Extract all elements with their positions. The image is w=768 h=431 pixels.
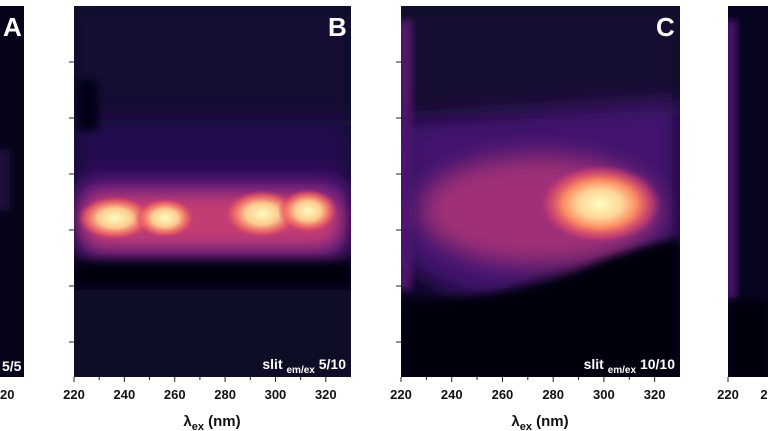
panel-a-xtick-0: 20 — [0, 387, 14, 402]
panel-c-xtick-3: 280 — [542, 387, 564, 402]
panel-b-peak-4 — [278, 189, 338, 233]
panel-b-annotation: slit em/ex 5/10 — [262, 356, 346, 376]
panel-c-xtick-5: 320 — [644, 387, 666, 402]
panel-b-xtick-4: 300 — [265, 387, 287, 402]
panel-b-haze-top — [74, 6, 351, 126]
panel-b-xlabel: λex (nm) — [183, 413, 240, 431]
panel-c-dark-bottom — [401, 238, 680, 377]
panel-d-xtick-0: 220 — [717, 387, 739, 402]
panel-b-peak-1 — [77, 196, 153, 240]
panel-a-annotation: 5/5 — [2, 358, 22, 374]
panel-d-xtick-1: 2 — [760, 387, 767, 402]
panel-c-xtick-0: 220 — [390, 387, 412, 402]
y-axis-ticks — [69, 61, 401, 343]
panel-a: A 5/5 20 — [0, 6, 24, 402]
panel-b-x-axis: 220 240 260 280 300 320 — [63, 377, 337, 402]
panel-c-xtick-1: 240 — [441, 387, 463, 402]
panel-c-xtick-4: 300 — [593, 387, 615, 402]
panel-c-annotation: slit em/ex 10/10 — [584, 356, 676, 376]
panel-c-xlabel: λex (nm) — [511, 413, 568, 431]
panel-b-xtick-2: 260 — [164, 387, 186, 402]
panel-c-letter: C — [656, 12, 675, 42]
panel-c-peak — [538, 164, 662, 244]
panel-c-x-axis: 220 240 260 280 300 320 — [390, 377, 665, 402]
panel-d-bottom — [728, 300, 768, 377]
panel-d-stripe — [728, 20, 737, 300]
panel-b-lower — [74, 290, 351, 377]
panel-b-xtick-3: 280 — [214, 387, 236, 402]
panel-c: C slit em/ex 10/10 220 240 260 280 300 320 λe… — [390, 6, 680, 431]
panel-b-gap — [74, 262, 351, 288]
panel-d: 220 2 — [717, 6, 768, 402]
panel-b-xtick-1: 240 — [114, 387, 136, 402]
panel-a-glow — [0, 150, 10, 210]
panel-b-letter: B — [328, 12, 347, 42]
panel-c-xtick-2: 260 — [492, 387, 514, 402]
panel-b-dark-left — [78, 80, 98, 130]
panel-c-haze-top — [401, 6, 680, 116]
panel-b-xtick-5: 320 — [315, 387, 337, 402]
panel-b-peak-2 — [135, 198, 195, 238]
panel-b: B slit em/ex 5/10 220 240 260 280 300 320 λex… — [63, 6, 351, 431]
panel-a-letter: A — [3, 12, 22, 42]
panel-b-xtick-0: 220 — [63, 387, 85, 402]
